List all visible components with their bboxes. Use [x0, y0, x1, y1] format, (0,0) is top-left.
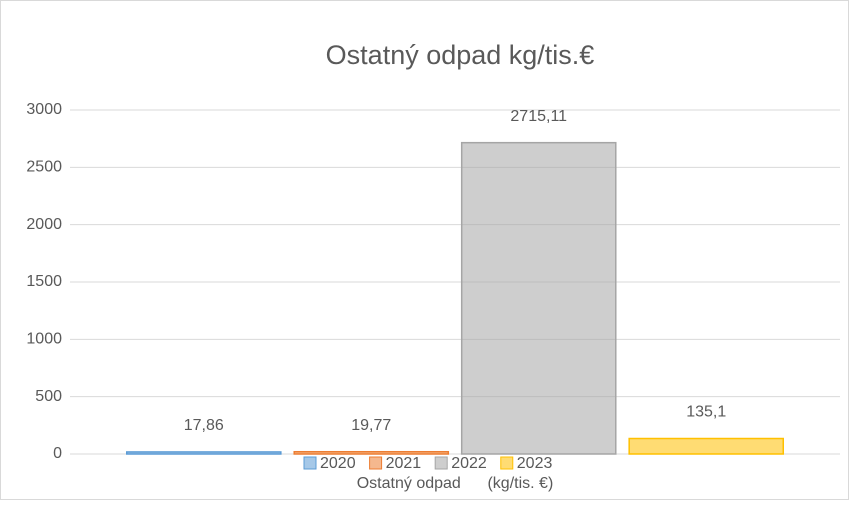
chart-title: Ostatný odpad kg/tis.€	[326, 40, 595, 70]
x-tick-label: Ostatný odpad (kg/tis. €)	[357, 475, 554, 492]
legend-swatch	[500, 456, 514, 470]
bar	[293, 450, 450, 455]
data-label: 17,86	[184, 417, 224, 434]
y-tick-label: 3000	[26, 101, 62, 118]
data-label: 19,77	[351, 417, 391, 434]
bar	[125, 451, 282, 455]
legend-swatch	[303, 456, 317, 470]
legend-label: 2020	[320, 455, 356, 472]
y-tick-label: 2000	[26, 216, 62, 233]
legend-label: 2022	[451, 455, 487, 472]
bar	[628, 437, 785, 455]
y-tick-label: 1000	[26, 331, 62, 348]
legend-swatch	[369, 456, 383, 470]
legend-label: 2021	[386, 455, 422, 472]
y-tick-label: 1500	[26, 273, 62, 290]
legend-swatch	[434, 456, 448, 470]
y-tick-label: 0	[53, 445, 62, 462]
y-tick-label: 500	[35, 388, 62, 405]
bar	[460, 141, 617, 455]
data-label: 2715,11	[510, 108, 567, 125]
legend-label: 2023	[517, 455, 553, 472]
data-label: 135,1	[686, 404, 726, 421]
y-tick-label: 2500	[26, 159, 62, 176]
